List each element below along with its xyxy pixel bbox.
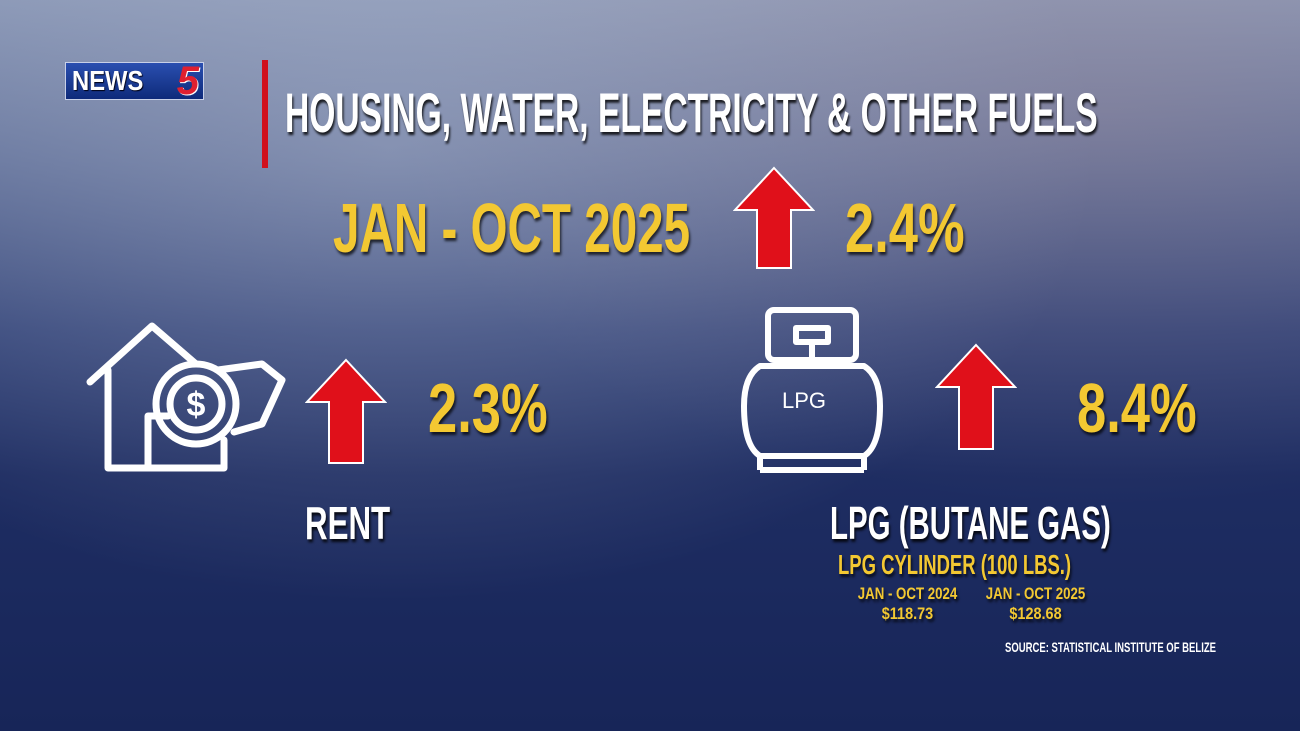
logo-text: NEWS (72, 65, 144, 96)
title-wrap: HOUSING, WATER, ELECTRICITY & OTHER FUEL… (285, 80, 1300, 145)
price-value: $118.73 (881, 604, 934, 623)
page-title: HOUSING, WATER, ELECTRICITY & OTHER FUEL… (285, 81, 1098, 144)
lpg-cylinder-icon (741, 307, 883, 473)
rent-label: RENT (305, 497, 391, 549)
logo-number: 5 (176, 59, 199, 103)
lpg-subtitle: LPG CYLINDER (100 LBS.) (838, 549, 1072, 580)
price-period: JAN - OCT 2025 (985, 584, 1086, 603)
lpg-icon-text: LPG (782, 388, 827, 413)
rent-change: 2.3% (428, 369, 548, 447)
price-2025: JAN - OCT 2025 $128.68 (968, 584, 1103, 624)
price-2024: JAN - OCT 2024 $118.73 (840, 584, 975, 624)
lpg-change: 8.4% (1077, 369, 1197, 447)
price-value: $128.68 (1009, 604, 1062, 623)
lpg-up-arrow-icon (935, 343, 1017, 450)
overall-change-wrap: 2.4% (845, 188, 1005, 268)
overall-up-arrow-icon (733, 166, 815, 269)
source-wrap: SOURCE: STATISTICAL INSTITUTE OF BELIZE (1005, 639, 1300, 657)
rent-house-money-icon: $ (86, 322, 286, 472)
price-period: JAN - OCT 2024 (857, 584, 958, 603)
rent-up-arrow-icon (305, 358, 387, 464)
svg-text:$: $ (187, 386, 206, 424)
lpg-subtitle-wrap: LPG CYLINDER (100 LBS.) (838, 549, 1191, 581)
period-wrap: JAN - OCT 2025 (333, 188, 858, 268)
title-accent-bar (262, 60, 268, 168)
lpg-label-wrap: LPG (BUTANE GAS) (830, 496, 1269, 550)
news5-logo: NEWS 5 (65, 59, 204, 103)
rent-label-wrap: RENT (305, 496, 430, 550)
overall-change: 2.4% (845, 189, 965, 267)
period-label: JAN - OCT 2025 (333, 189, 691, 267)
lpg-label: LPG (BUTANE GAS) (830, 497, 1111, 549)
lpg-change-wrap: 8.4% (1077, 368, 1237, 448)
rent-change-wrap: 2.3% (428, 368, 588, 448)
source-note: SOURCE: STATISTICAL INSTITUTE OF BELIZE (1005, 639, 1217, 655)
